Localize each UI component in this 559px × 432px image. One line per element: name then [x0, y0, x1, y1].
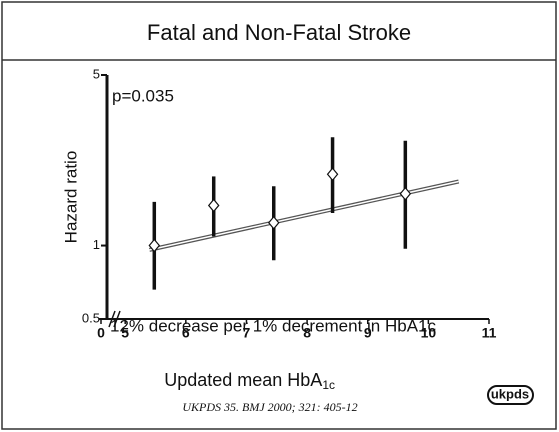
- annotation: p=0.035: [112, 86, 174, 105]
- x-tick-label: 7: [243, 325, 251, 341]
- x-axis-label: Updated mean HbA1c: [164, 370, 335, 392]
- x-axis-label-sub: 1c: [322, 378, 335, 392]
- chart-title: Fatal and Non-Fatal Stroke: [147, 20, 411, 45]
- x-tick-label: 6: [182, 325, 190, 341]
- y-tick-label: 1: [93, 237, 100, 252]
- point: [399, 186, 412, 201]
- point: [148, 238, 161, 253]
- point: [326, 167, 339, 182]
- logo: ukpds: [491, 386, 529, 401]
- x-tick-label: 5: [121, 325, 129, 341]
- y-tick-label: 0.5: [82, 310, 100, 325]
- axis-break: [113, 310, 121, 328]
- axis-break: [108, 310, 116, 328]
- x-tick-label: 11: [482, 325, 497, 341]
- citation: UKPDS 35. BMJ 2000; 321: 405-12: [182, 400, 357, 414]
- y-tick-label: 5: [93, 66, 100, 81]
- x-tick-label: 10: [421, 325, 437, 341]
- point: [207, 198, 220, 213]
- x-axis-label-main: Updated mean HbA: [164, 370, 322, 390]
- x-tick-label: 8: [303, 325, 311, 341]
- annotation: 12% decrease per 1% decrement in HbA1c: [110, 316, 437, 335]
- x-tick-label: 9: [364, 325, 372, 341]
- y-axis-label: Hazard ratio: [61, 151, 80, 244]
- logo-badge: [487, 385, 534, 405]
- x-tick-label: 0: [97, 325, 105, 341]
- point: [267, 215, 280, 230]
